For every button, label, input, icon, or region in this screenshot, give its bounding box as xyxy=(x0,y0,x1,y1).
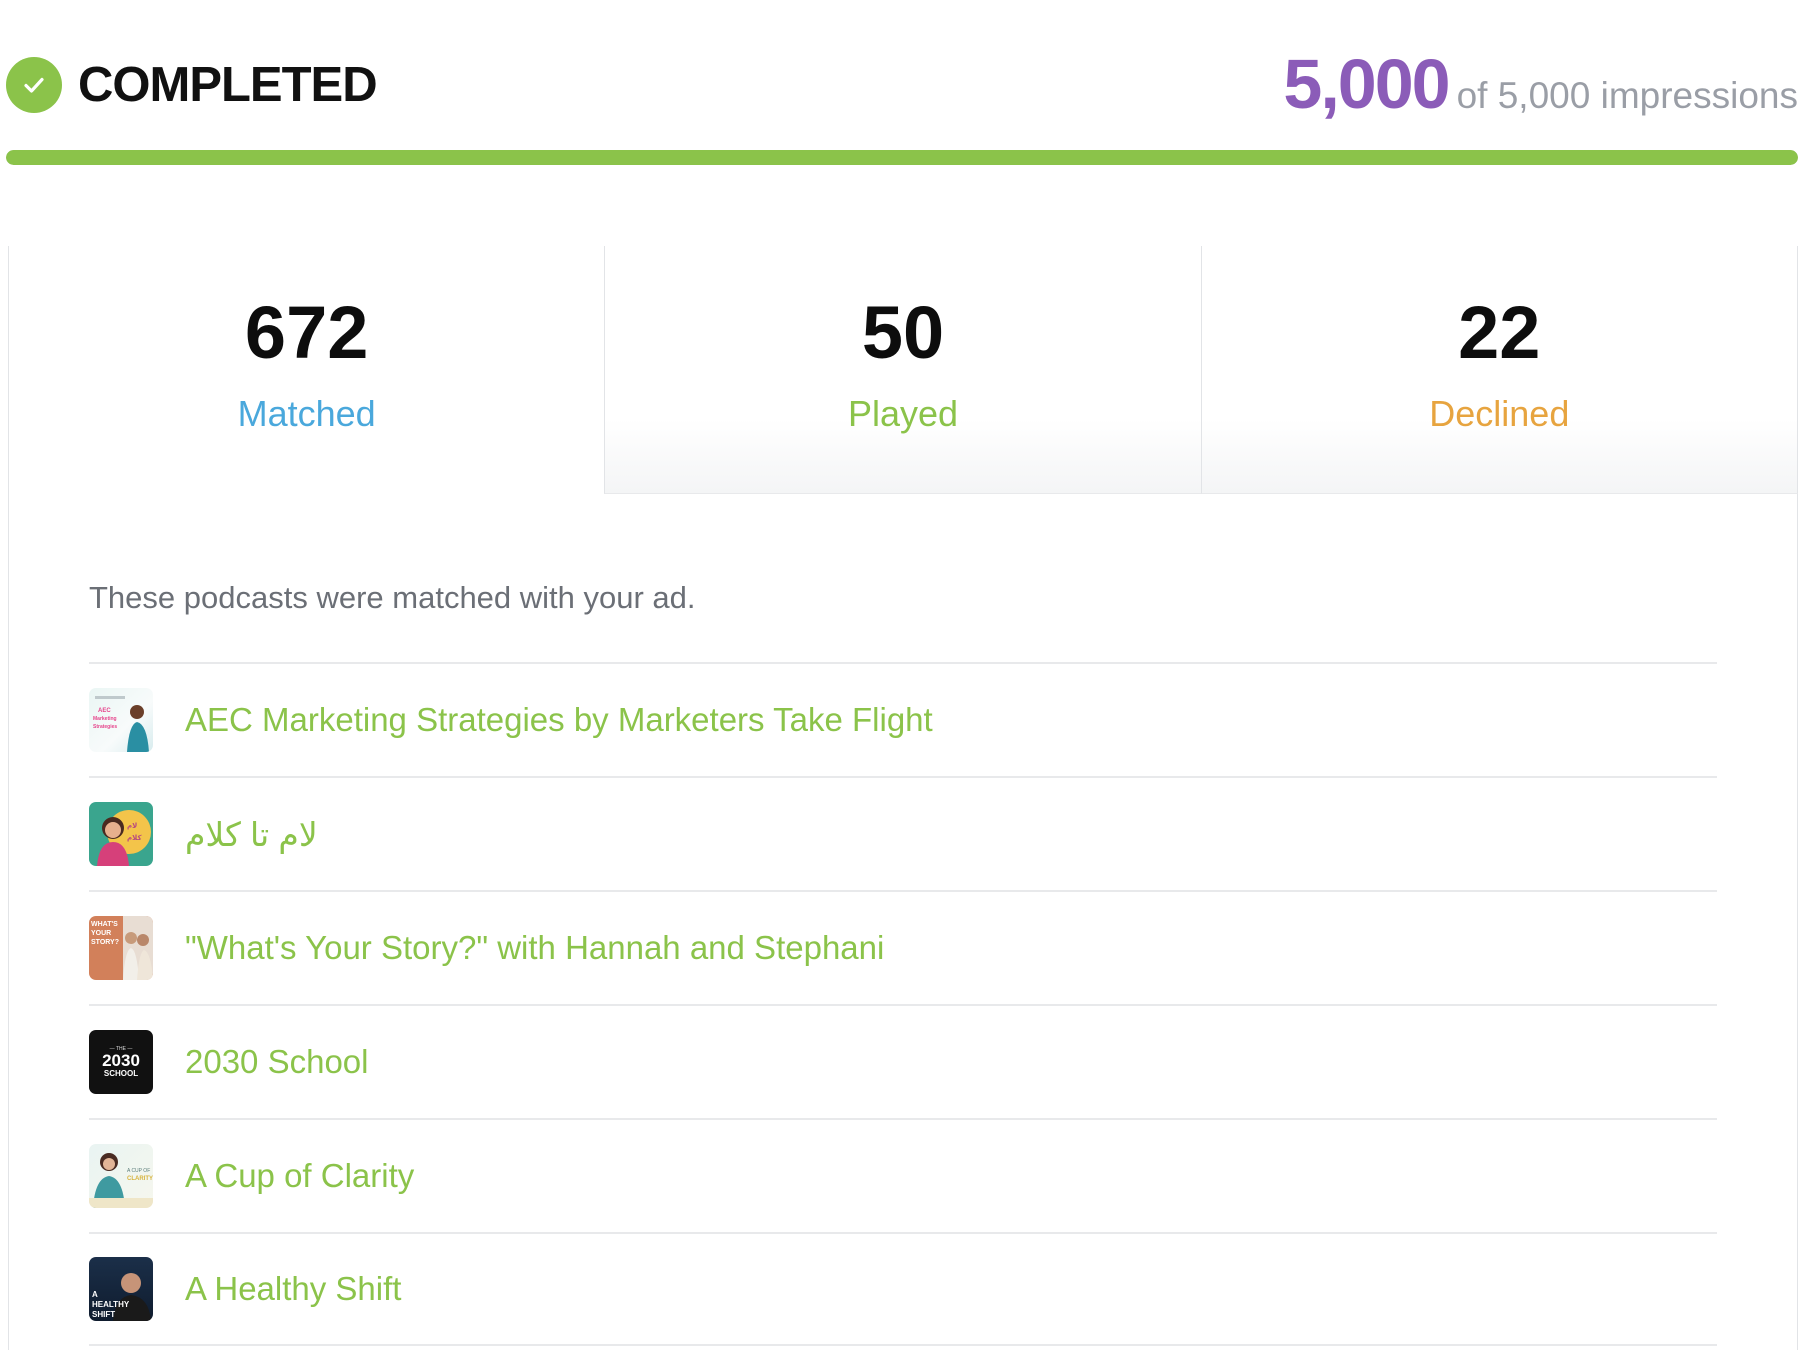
svg-text:CLARITY: CLARITY xyxy=(127,1176,153,1182)
svg-text:Strategies: Strategies xyxy=(93,724,117,730)
check-circle-icon xyxy=(6,57,62,113)
impressions-progress-bar xyxy=(6,150,1798,165)
svg-text:STORY?: STORY? xyxy=(91,939,119,946)
podcast-cover-image: AEC Marketing Strategies xyxy=(89,688,153,752)
tab-played[interactable]: 50 Played xyxy=(604,246,1201,494)
panel-intro: These podcasts were matched with your ad… xyxy=(89,580,696,615)
podcast-list: AEC Marketing Strategies AEC Marketing S… xyxy=(89,662,1717,1346)
podcast-title[interactable]: 2030 School xyxy=(185,1043,369,1080)
campaign-status: COMPLETED xyxy=(6,56,378,114)
stats-tabs: 672 Matched 50 Played 22 Declined xyxy=(8,246,1798,494)
svg-text:A CUP OF: A CUP OF xyxy=(127,1168,150,1174)
podcast-title[interactable]: "What's Your Story?" with Hannah and Ste… xyxy=(185,929,885,966)
played-label: Played xyxy=(847,393,959,434)
svg-text:SHIFT: SHIFT xyxy=(92,1310,115,1319)
svg-text:— THE —: — THE — xyxy=(110,1046,133,1052)
matched-label: Matched xyxy=(237,393,376,434)
declined-count: 22 xyxy=(1458,291,1541,374)
tab-declined[interactable]: 22 Declined xyxy=(1200,246,1798,494)
podcast-title[interactable]: A Cup of Clarity xyxy=(185,1157,415,1194)
svg-text:A: A xyxy=(92,1290,98,1299)
podcast-cover-image: A HEALTHY SHIFT xyxy=(89,1257,153,1321)
podcast-title[interactable]: AEC Marketing Strategies by Marketers Ta… xyxy=(185,701,933,738)
podcast-title[interactable]: لام تا کلام xyxy=(185,815,318,853)
list-item[interactable]: — THE — 2030 SCHOOL 2030 School xyxy=(89,1004,1717,1118)
progress-fill xyxy=(6,150,1798,165)
svg-text:لام: لام xyxy=(127,822,137,830)
impressions-summary: 5,000 of 5,000 impressions xyxy=(1283,44,1798,124)
list-item[interactable]: لام کلام لام تا کلام xyxy=(89,776,1717,890)
svg-text:HEALTHY: HEALTHY xyxy=(92,1300,130,1309)
impressions-total: of 5,000 impressions xyxy=(1456,75,1798,116)
svg-text:2030: 2030 xyxy=(102,1051,140,1070)
impressions-delivered: 5,000 xyxy=(1283,45,1450,123)
list-item[interactable]: WHAT'S YOUR STORY? "What's Your Story?" … xyxy=(89,890,1717,1004)
svg-text:YOUR: YOUR xyxy=(91,930,111,937)
svg-text:SCHOOL: SCHOOL xyxy=(104,1069,138,1078)
podcast-cover-image: A CUP OF CLARITY xyxy=(89,1144,153,1208)
svg-text:WHAT'S: WHAT'S xyxy=(91,921,118,928)
podcast-title[interactable]: A Healthy Shift xyxy=(185,1270,402,1307)
svg-text:AEC: AEC xyxy=(98,708,111,714)
declined-label: Declined xyxy=(1429,393,1570,434)
svg-text:کلام: کلام xyxy=(127,834,142,842)
svg-text:Marketing: Marketing xyxy=(93,716,117,722)
played-count: 50 xyxy=(861,291,945,374)
tab-matched[interactable]: 672 Matched xyxy=(8,246,605,494)
list-item[interactable]: AEC Marketing Strategies AEC Marketing S… xyxy=(89,662,1717,776)
list-item[interactable]: A CUP OF CLARITY A Cup of Clarity xyxy=(89,1118,1717,1232)
status-label: COMPLETED xyxy=(78,58,378,112)
podcast-cover-image: لام کلام xyxy=(89,802,153,866)
podcast-cover-image: WHAT'S YOUR STORY? xyxy=(89,916,153,980)
list-item[interactable]: A HEALTHY SHIFT A Healthy Shift xyxy=(89,1232,1717,1346)
podcast-cover-image: — THE — 2030 SCHOOL xyxy=(89,1030,153,1094)
matched-count: 672 xyxy=(244,291,369,374)
matched-panel: These podcasts were matched with your ad… xyxy=(8,494,1798,1350)
